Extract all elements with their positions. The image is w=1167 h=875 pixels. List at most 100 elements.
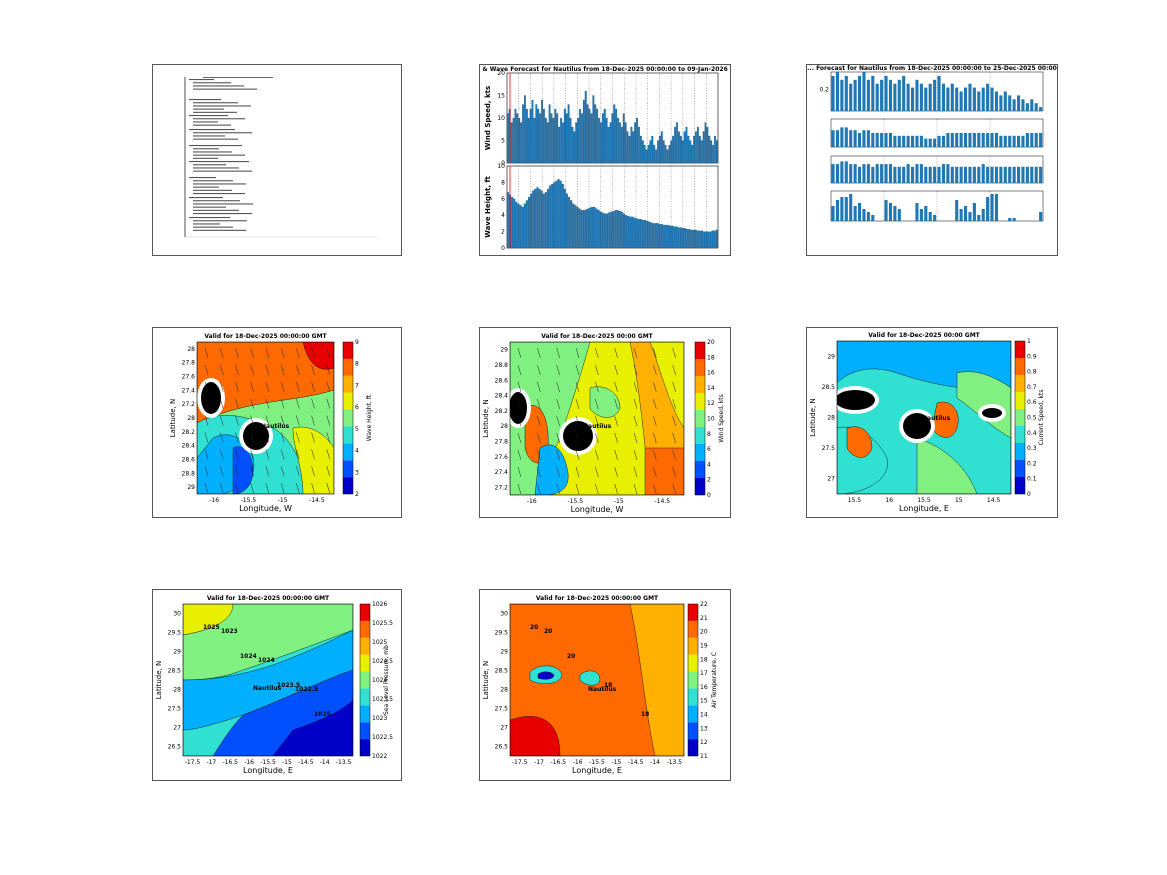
colorbar-tick-label: 0.2 — [1027, 460, 1037, 467]
text-line — [193, 85, 244, 87]
bar — [533, 117, 536, 164]
y-tick-label: 27 — [827, 476, 835, 483]
colorbar-tick-label: 0 — [1027, 491, 1031, 498]
vector-arrow — [280, 398, 285, 409]
bar — [553, 182, 556, 249]
x-tick-label: -15 — [614, 498, 624, 505]
bar — [862, 130, 866, 147]
y-tick-label: 28 — [500, 687, 508, 694]
bar — [512, 117, 515, 164]
bar — [531, 99, 534, 164]
bar — [522, 104, 524, 164]
bar — [649, 140, 652, 164]
bar — [862, 164, 866, 183]
bar — [644, 220, 647, 249]
bar — [665, 224, 668, 249]
land-mass — [563, 421, 593, 451]
bar — [663, 224, 666, 249]
y-tick-label: 5 — [501, 138, 505, 145]
bar — [573, 131, 576, 164]
bar — [554, 108, 557, 164]
colorbar-segment — [360, 739, 370, 756]
bar — [871, 133, 875, 147]
vector-arrow — [672, 483, 676, 495]
vector-arrow — [575, 466, 580, 478]
vector-arrow — [517, 483, 522, 495]
bar — [902, 135, 906, 147]
vector-arrow — [265, 381, 270, 392]
colorbar-segment — [695, 359, 705, 376]
text-line — [193, 157, 218, 159]
vector-arrow — [204, 449, 209, 460]
vector-arrow — [280, 432, 285, 443]
map-field: Nautilus — [510, 342, 684, 495]
bar — [629, 216, 632, 249]
vector-arrow — [296, 415, 300, 426]
vector-arrow — [296, 364, 300, 375]
text-line — [193, 88, 257, 90]
contour-region — [292, 426, 334, 494]
bar — [875, 164, 879, 183]
y-tick-label: 20 — [497, 70, 505, 77]
x-tick-label: -14.5 — [298, 759, 314, 766]
bar — [514, 108, 517, 164]
y-tick-label: 0 — [501, 245, 505, 252]
vector-arrow — [250, 364, 254, 375]
vector-arrow — [595, 347, 599, 359]
bar — [568, 197, 571, 249]
colorbar-segment — [688, 604, 698, 621]
bar — [941, 164, 946, 183]
bar — [525, 200, 528, 249]
contour-label: 20 — [567, 653, 575, 660]
colorbar-segment — [695, 376, 705, 393]
bar — [521, 206, 524, 249]
text-line — [193, 167, 239, 169]
bar — [648, 221, 651, 249]
bar — [540, 190, 543, 249]
y-tick-label: 28.5 — [168, 668, 182, 675]
bar — [893, 83, 897, 111]
bar — [657, 140, 659, 164]
colorbar-frame — [342, 341, 354, 495]
x-tick-label: -15 — [278, 497, 288, 504]
bar — [578, 208, 581, 249]
bar — [668, 144, 671, 164]
bar — [519, 205, 522, 249]
bar — [683, 131, 686, 164]
bar — [950, 133, 954, 147]
bar — [524, 95, 526, 164]
text-line — [193, 183, 246, 185]
bar — [1003, 135, 1007, 147]
x-axis-label: Longitude, E — [899, 504, 949, 513]
vector-arrow — [537, 449, 541, 461]
bar — [897, 79, 901, 111]
x-tick-label: -16 — [244, 759, 254, 766]
vector-arrow — [326, 432, 331, 443]
forecast-text-panel — [152, 64, 402, 256]
bar — [548, 104, 551, 164]
vector-arrow — [326, 449, 331, 460]
contour-label: 20 — [530, 624, 538, 631]
colorbar-segment — [695, 342, 705, 359]
bar — [617, 117, 619, 164]
bar — [549, 185, 552, 249]
bar — [968, 166, 972, 183]
x-tick-label: -14 — [650, 759, 660, 766]
bar — [1017, 135, 1021, 147]
bar — [510, 122, 513, 164]
bar — [964, 206, 968, 221]
bar — [525, 108, 528, 164]
bar — [627, 215, 630, 249]
bar — [622, 113, 625, 164]
bar — [986, 83, 990, 111]
x-tick-label: -14.5 — [628, 759, 644, 766]
bar — [955, 87, 959, 111]
vector-arrow — [265, 347, 270, 359]
bar — [946, 164, 950, 183]
text-line — [193, 118, 245, 120]
bar — [535, 104, 538, 164]
vector-arrow — [296, 466, 300, 477]
subplot-1: 0 2 4 6 8 10 Wave Height, ft — [484, 163, 719, 252]
bar — [1025, 103, 1029, 111]
